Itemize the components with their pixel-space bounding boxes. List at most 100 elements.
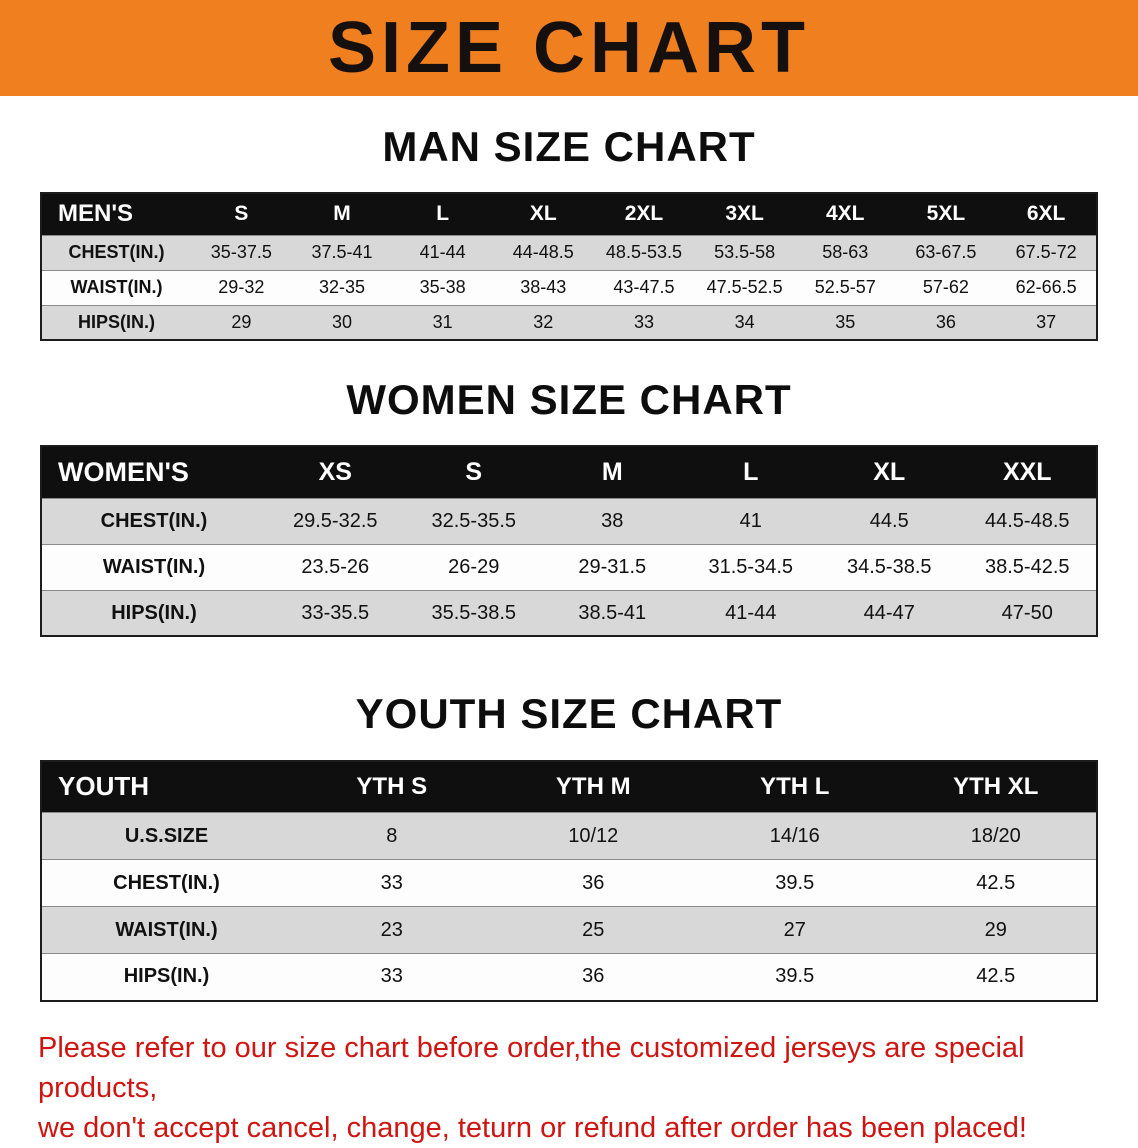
size-value: 35: [835, 311, 856, 332]
size-column-header: 4XL: [794, 193, 896, 236]
row-label: HIPS(IN.): [77, 311, 155, 332]
size-value: 53.5-58: [714, 242, 776, 263]
size-value: 35-37.5: [210, 242, 272, 263]
size-value: 58-63: [822, 242, 869, 263]
size-value: 8: [386, 824, 398, 847]
section-men: MAN SIZE CHART MEN'S S M L XL 2XL 3XL 4XL 5XL 6XL…: [0, 123, 1138, 342]
size-column-header: 6XL: [996, 193, 1097, 236]
size-column-header: L: [681, 446, 820, 499]
table-header-row: MEN'S S M L XL 2XL 3XL 4XL 5XL 6XL: [41, 193, 1097, 236]
size-value: 44.5-48.5: [984, 509, 1070, 532]
table-row: CHEST(IN.) 35-37.5 37.5-41 41-44 44-48.5 48.5…: [41, 235, 1097, 271]
table-row: HIPS(IN.) 29 30 31 32 33 34 35 36 37: [41, 305, 1097, 341]
size-value: 36: [582, 871, 605, 894]
size-value: 39.5: [775, 965, 815, 988]
size-value: 37: [1036, 311, 1057, 332]
size-value: 44-48.5: [512, 242, 574, 263]
size-value: 27: [783, 918, 806, 941]
size-value: 63-67.5: [915, 242, 977, 263]
row-label: CHEST(IN.): [68, 242, 165, 263]
table-header-row: WOMEN'S XS S M L XL XXL: [41, 446, 1097, 499]
row-label: HIPS(IN.): [111, 601, 197, 624]
men-size-table: MEN'S S M L XL 2XL 3XL 4XL 5XL 6XL CHEST(IN.) 35-37…: [40, 192, 1098, 342]
disclaimer-line-1: Please refer to our size chart before or…: [38, 1031, 1025, 1104]
size-value: 39.5: [775, 871, 815, 894]
size-column-header: S: [404, 446, 543, 499]
youth-section-heading: YOUTH SIZE CHART: [355, 690, 783, 738]
size-value: 18/20: [970, 824, 1021, 847]
row-label: CHEST(IN.): [100, 509, 208, 532]
table-header-row: YOUTH YTH S YTH M YTH L YTH XL: [41, 760, 1097, 813]
size-value: 62-66.5: [1015, 277, 1077, 298]
row-label: HIPS(IN.): [123, 965, 210, 988]
table-row: WAIST(IN.) 23 25 27 29: [41, 906, 1097, 954]
size-column-header: YTH M: [492, 760, 694, 813]
size-chart-banner: SIZE CHART: [0, 0, 1138, 96]
size-column-header: M: [291, 193, 393, 236]
section-youth: YOUTH SIZE CHART YOUTH YTH S YTH M YTH L YTH…: [0, 690, 1138, 1002]
men-section-heading: MAN SIZE CHART: [382, 123, 756, 170]
size-value: 48.5-53.5: [605, 242, 682, 263]
table-row: CHEST(IN.) 33 36 39.5 42.5: [41, 859, 1097, 907]
size-value: 33: [380, 965, 403, 988]
size-value: 32.5-35.5: [431, 509, 516, 532]
size-value: 23.5-26: [301, 555, 370, 578]
row-label: CHEST(IN.): [113, 871, 220, 894]
table-row: WAIST(IN.) 29-32 32-35 35-38 38-43 43-47.5 47.…: [41, 270, 1097, 306]
size-value: 44-47: [863, 601, 915, 624]
table-row: U.S.SIZE 8 10/12 14/16 18/20: [41, 812, 1097, 860]
table-category-header: MEN'S: [41, 193, 191, 236]
size-value: 25: [582, 918, 605, 941]
table-row: CHEST(IN.) 29.5-32.5 32.5-35.5 38 41 44.5 44.5…: [41, 498, 1097, 545]
women-section-heading: WOMEN SIZE CHART: [346, 376, 792, 424]
size-value: 29: [231, 311, 252, 332]
size-value: 44.5: [869, 509, 909, 532]
size-value: 31: [432, 311, 453, 332]
size-column-header: 5XL: [895, 193, 997, 236]
youth-size-table: YOUTH YTH S YTH M YTH L YTH XL U.S.SIZE 8 10/12…: [40, 759, 1098, 1002]
size-value: 34: [734, 311, 755, 332]
size-value: 38.5-41: [578, 601, 647, 624]
size-column-header: YTH XL: [895, 760, 1097, 813]
size-value: 38: [601, 509, 624, 532]
women-size-table: WOMEN'S XS S M L XL XXL CHEST(IN.) 29.5-32.5 32.5…: [40, 445, 1098, 638]
size-value: 47.5-52.5: [706, 277, 783, 298]
size-column-header: XS: [266, 446, 405, 499]
size-value: 36: [935, 311, 956, 332]
size-column-header: YTH L: [694, 760, 896, 813]
size-value: 41-44: [419, 242, 466, 263]
size-column-header: S: [191, 193, 292, 236]
size-value: 67.5-72: [1015, 242, 1077, 263]
size-value: 29-32: [218, 277, 265, 298]
table-category-header: YOUTH: [41, 760, 291, 813]
size-value: 42.5: [976, 965, 1016, 988]
size-value: 42.5: [976, 871, 1016, 894]
table-row: HIPS(IN.) 33 36 39.5 42.5: [41, 953, 1097, 1001]
section-women: WOMEN SIZE CHART WOMEN'S XS S M L XL XXL CHEST(…: [0, 376, 1138, 638]
size-column-header: XL: [492, 193, 594, 236]
size-value: 23: [380, 918, 403, 941]
row-label: WAIST(IN.): [102, 555, 206, 578]
size-column-header: L: [392, 193, 493, 236]
table-category-header: WOMEN'S: [41, 446, 266, 499]
size-value: 29-31.5: [578, 555, 647, 578]
size-value: 26-29: [448, 555, 500, 578]
size-value: 47-50: [1001, 601, 1053, 624]
size-value: 32-35: [318, 277, 365, 298]
size-value: 34.5-38.5: [846, 555, 932, 578]
size-value: 33: [380, 871, 403, 894]
table-row: HIPS(IN.) 33-35.5 35.5-38.5 38.5-41 41-44 44-…: [41, 590, 1097, 637]
size-value: 57-62: [922, 277, 969, 298]
disclaimer-line-2: we don't accept cancel, change, teturn o…: [38, 1111, 1027, 1144]
size-value: 33-35.5: [301, 601, 370, 624]
size-value: 38-43: [520, 277, 567, 298]
size-column-header: XL: [820, 446, 959, 499]
disclaimer: Please refer to our size chart before or…: [38, 1028, 1100, 1148]
size-column-header: 3XL: [694, 193, 795, 236]
size-value: 38.5-42.5: [984, 555, 1070, 578]
size-value: 31.5-34.5: [708, 555, 793, 578]
size-value: 32: [533, 311, 554, 332]
size-column-header: M: [543, 446, 682, 499]
size-value: 29.5-32.5: [292, 509, 378, 532]
